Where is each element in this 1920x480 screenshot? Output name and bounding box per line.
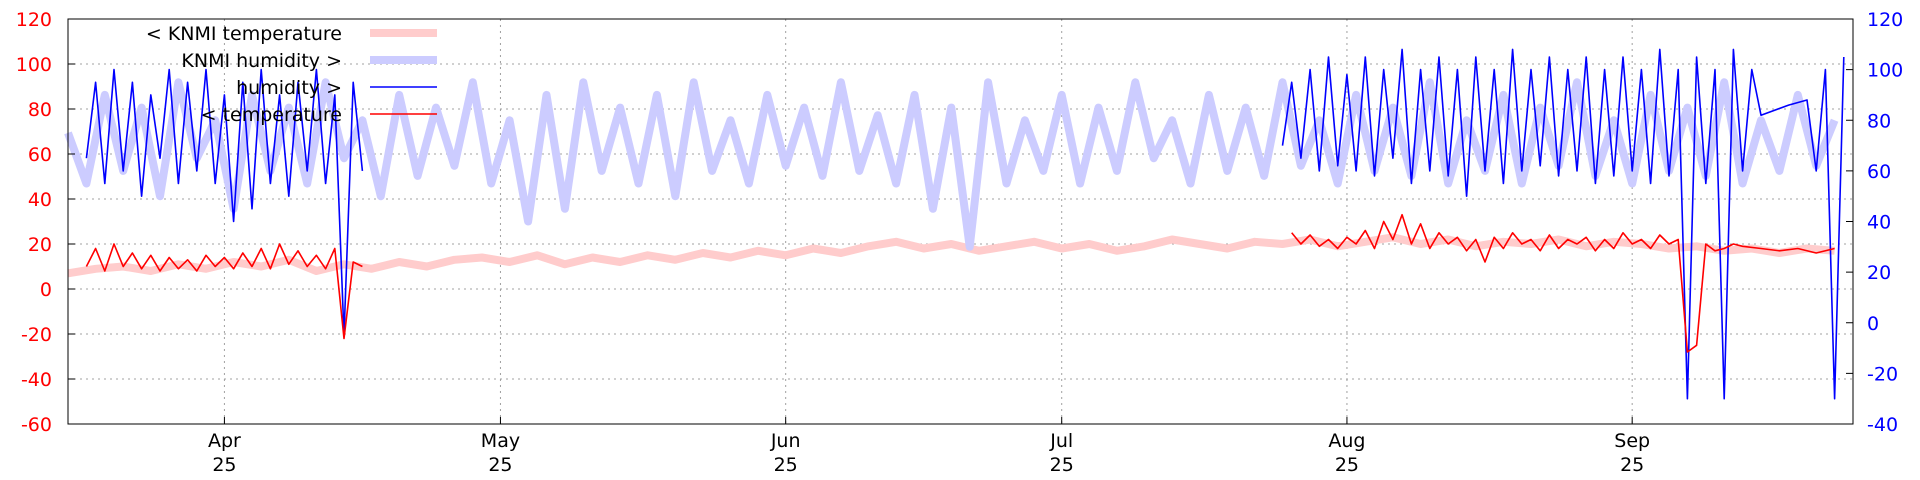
series-line — [85, 243, 363, 340]
axes: -60 -40 -20 0 20 40 60 80 100 120 -40 -20 0 20 40 60 80 1… — [16, 9, 1904, 476]
left-tick-label: 0 — [40, 279, 52, 301]
legend-label: < KNMI temperature — [146, 23, 342, 45]
left-tick-label: 100 — [16, 54, 52, 76]
series-line — [64, 78, 1839, 251]
x-tick-year: 25 — [1050, 454, 1074, 476]
legend-label: KNMI humidity > — [181, 50, 342, 72]
left-tick-label: 120 — [16, 9, 52, 31]
left-tick-label: 40 — [28, 189, 52, 211]
right-tick-label: 60 — [1867, 161, 1891, 183]
x-tick-month: Apr — [208, 430, 241, 452]
right-tick-label: 80 — [1867, 110, 1891, 132]
x-tick-month: Jul — [1049, 430, 1073, 452]
left-tick-label: 60 — [28, 144, 52, 166]
right-tick-label: -40 — [1867, 414, 1898, 436]
x-tick-year: 25 — [1335, 454, 1359, 476]
series-line — [1281, 48, 1845, 400]
x-tick-month: May — [481, 430, 520, 452]
x-tick-month: Sep — [1614, 430, 1650, 452]
x-tick-year: 25 — [774, 454, 798, 476]
left-tick-label: -20 — [21, 324, 52, 346]
series-line — [67, 233, 1835, 278]
x-tick-year: 25 — [212, 454, 236, 476]
series-layer — [64, 48, 1845, 400]
right-tick-label: 120 — [1867, 9, 1903, 31]
x-tick-month: Aug — [1328, 430, 1365, 452]
gridlines — [68, 19, 1853, 424]
legend: < KNMI temperature KNMI humidity > humidit… — [146, 23, 437, 126]
series-line — [1291, 213, 1835, 353]
legend-label: < temperature — [201, 104, 342, 126]
right-tick-label: -20 — [1867, 363, 1898, 385]
right-tick-label: 20 — [1867, 262, 1891, 284]
x-tick-month: Jun — [770, 430, 801, 452]
left-tick-label: -60 — [21, 414, 52, 436]
left-tick-label: 80 — [28, 99, 52, 121]
right-tick-label: 40 — [1867, 212, 1891, 234]
legend-label: humidity > — [236, 77, 342, 99]
x-tick-year: 25 — [1620, 454, 1644, 476]
left-tick-label: 20 — [28, 234, 52, 256]
series-line — [85, 68, 364, 337]
right-tick-label: 100 — [1867, 60, 1903, 82]
left-tick-label: -40 — [21, 369, 52, 391]
x-tick-year: 25 — [488, 454, 512, 476]
right-tick-label: 0 — [1867, 313, 1879, 335]
